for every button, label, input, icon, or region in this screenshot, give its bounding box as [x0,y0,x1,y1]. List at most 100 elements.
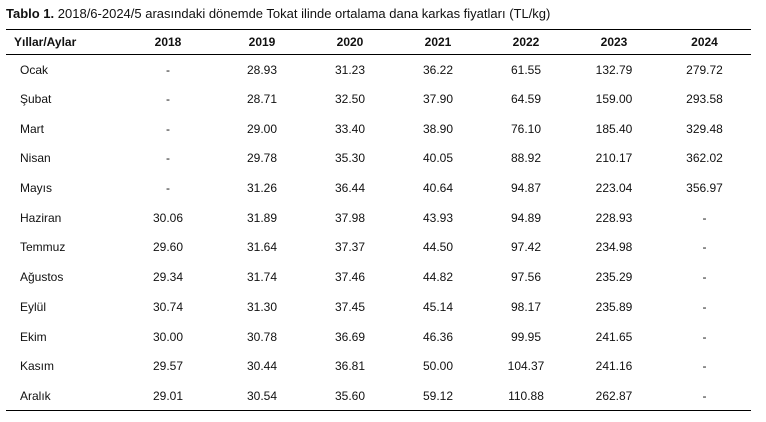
table-row: Temmuz 29.60 31.64 37.37 44.50 97.42 234.98 - [6,233,751,263]
price-cell: 44.82 [422,270,454,285]
table-row: Mart - 29.00 33.40 38.90 76.10 185.40 329.48 [6,114,751,144]
price-cell: 94.87 [510,181,542,196]
month-cell: Ocak [20,62,49,77]
price-cell: 29.34 [152,270,184,285]
price-cell: 30.74 [152,299,184,314]
price-cell: - [166,121,170,136]
price-cell: 31.30 [246,299,278,314]
price-cell: 235.29 [595,270,633,285]
price-cell: - [702,299,707,314]
table-title: 2018/6-2024/5 arasındaki dönemde Tokat i… [54,6,551,21]
price-cell: 37.46 [334,270,366,285]
price-cell: 64.59 [510,92,542,107]
price-cell: - [702,359,707,374]
table-row: Ocak - 28.93 31.23 36.22 61.55 132.79 279.72 [6,55,751,85]
price-cell: 30.78 [246,329,278,344]
price-cell: 36.22 [422,62,454,77]
price-cell: 28.71 [246,92,278,107]
price-cell: 30.44 [246,359,278,374]
price-cell: 29.01 [118,381,218,412]
price-cell: 241.16 [595,359,633,374]
price-cell: 356.97 [686,181,723,196]
price-cell: 28.93 [246,62,278,77]
price-cell: 59.12 [394,381,482,412]
price-cell: 30.54 [218,381,306,412]
table-row: Mayıs - 31.26 36.44 40.64 94.87 223.04 356.97 [6,173,751,203]
price-cell: 37.37 [334,240,366,255]
table-row: Haziran 30.06 31.89 37.98 43.93 94.89 228.93 - [6,203,751,233]
price-cell: 262.87 [570,381,658,412]
table-row: Aralık 29.01 30.54 35.60 59.12 110.88 262.87- [6,381,751,412]
column-header-year: 2024 [658,29,751,55]
price-cell: 76.10 [510,121,542,136]
month-cell: Eylül [20,299,47,314]
table-row: Şubat - 28.71 32.50 37.90 64.59 159.00 293.58 [6,84,751,114]
price-cell: - [702,329,707,344]
price-cell: 30.00 [152,329,184,344]
price-cell: 31.23 [334,62,366,77]
month-cell: Kasım [20,359,55,374]
price-cell: 40.05 [422,151,454,166]
price-cell: 38.90 [422,121,454,136]
price-cell: 29.57 [152,359,184,374]
price-cell: 44.50 [422,240,454,255]
month-cell: Temmuz [20,240,66,255]
price-cell: 31.26 [246,181,278,196]
price-cell: 210.17 [595,151,633,166]
price-cell: 43.93 [422,210,454,225]
price-cell: 46.36 [422,329,454,344]
price-cell: 35.30 [334,151,366,166]
month-cell: Nisan [20,151,51,166]
price-cell: 45.14 [422,299,454,314]
price-cell: 228.93 [595,210,633,225]
column-header-year: 2021 [394,29,482,55]
price-cell: 241.65 [595,329,633,344]
price-cell: 329.48 [686,121,723,136]
table-caption: Tablo 1. 2018/6-2024/5 arasındaki dönemd… [6,5,550,23]
price-cell: 36.81 [334,359,366,374]
price-cell: 132.79 [595,62,633,77]
price-cell: - [658,381,751,412]
price-cell: 33.40 [334,121,366,136]
column-header-year: 2019 [218,29,306,55]
price-cell: 40.64 [422,181,454,196]
price-cell: 88.92 [510,151,542,166]
price-cell: 223.04 [595,181,633,196]
price-cell: 279.72 [686,62,723,77]
price-cell: 362.02 [686,151,723,166]
price-cell: 235.89 [595,299,633,314]
price-cell: 37.45 [334,299,366,314]
column-header-year: 2020 [306,29,394,55]
price-cell: - [166,151,170,166]
table-number: Tablo 1. [6,6,55,21]
price-cell: - [166,181,170,196]
price-cell: 32.50 [334,92,366,107]
price-cell: 234.98 [595,240,633,255]
price-cell: 31.74 [246,270,278,285]
price-cell: 97.42 [510,240,542,255]
price-table: Yıllar/Aylar 2018 2019 2020 2021 2022 2023 2024… [6,29,751,412]
price-cell: - [702,270,707,285]
column-header-year: 2018 [118,29,218,55]
price-cell: 29.60 [152,240,184,255]
price-cell: - [702,210,707,225]
price-cell: 110.88 [482,381,570,412]
price-cell: 159.00 [595,92,633,107]
month-cell: Ağustos [20,270,64,285]
column-header-year: 2022 [482,29,570,55]
price-cell: - [702,240,707,255]
price-cell: 31.89 [246,210,278,225]
price-cell: 97.56 [510,270,542,285]
price-cell: 37.90 [422,92,454,107]
price-cell: - [166,92,170,107]
column-header-year: 2023 [570,29,658,55]
price-cell: 35.60 [306,381,394,412]
price-cell: 29.78 [246,151,278,166]
price-cell: - [166,62,170,77]
month-cell: Mayıs [20,181,53,196]
month-cell: Şubat [20,92,52,107]
month-cell: Haziran [20,210,62,225]
price-cell: 293.58 [686,92,723,107]
price-cell: 98.17 [510,299,542,314]
month-cell: Aralık [6,381,118,412]
